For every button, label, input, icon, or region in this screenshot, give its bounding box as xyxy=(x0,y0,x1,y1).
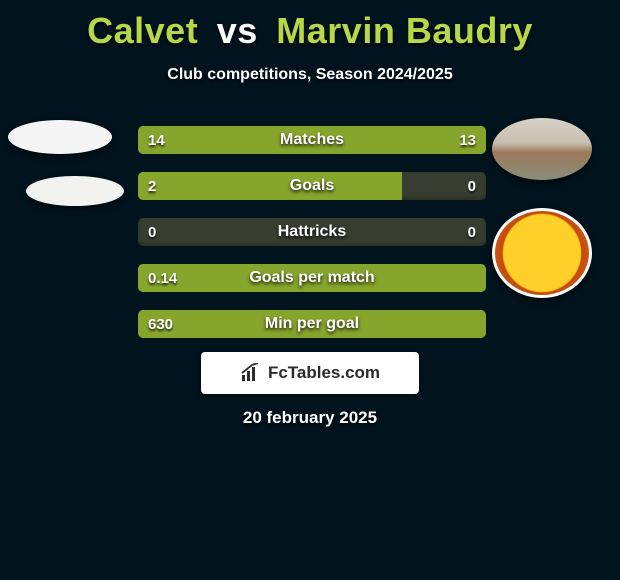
player2-name: Marvin Baudry xyxy=(276,10,533,51)
player2-photo xyxy=(492,118,592,180)
stat-bar: 20Goals xyxy=(138,172,486,200)
subtitle: Club competitions, Season 2024/2025 xyxy=(0,66,620,84)
stat-label: Goals xyxy=(138,172,486,200)
vs-separator: vs xyxy=(217,10,258,51)
stat-bar: 630Min per goal xyxy=(138,310,486,338)
stat-label: Hattricks xyxy=(138,218,486,246)
stats-bars: 1413Matches 20Goals 00Hattricks 0.14Goals p… xyxy=(138,126,486,356)
player1-photo-placeholder xyxy=(8,120,112,154)
player1-club-placeholder xyxy=(26,176,124,206)
comparison-title: Calvet vs Marvin Baudry xyxy=(0,0,620,52)
player2-badges xyxy=(492,118,602,298)
player2-club-logo xyxy=(492,208,592,298)
snapshot-date: 20 february 2025 xyxy=(0,408,620,428)
stat-label: Goals per match xyxy=(138,264,486,292)
player1-badges xyxy=(8,120,118,228)
stat-bar: 1413Matches xyxy=(138,126,486,154)
stat-bar: 00Hattricks xyxy=(138,218,486,246)
brand-text: FcTables.com xyxy=(268,363,380,383)
player1-name: Calvet xyxy=(87,10,198,51)
stat-label: Matches xyxy=(138,126,486,154)
brand-box: FcTables.com xyxy=(201,352,419,394)
stat-label: Min per goal xyxy=(138,310,486,338)
brand-chart-icon xyxy=(240,363,262,383)
stat-bar: 0.14Goals per match xyxy=(138,264,486,292)
